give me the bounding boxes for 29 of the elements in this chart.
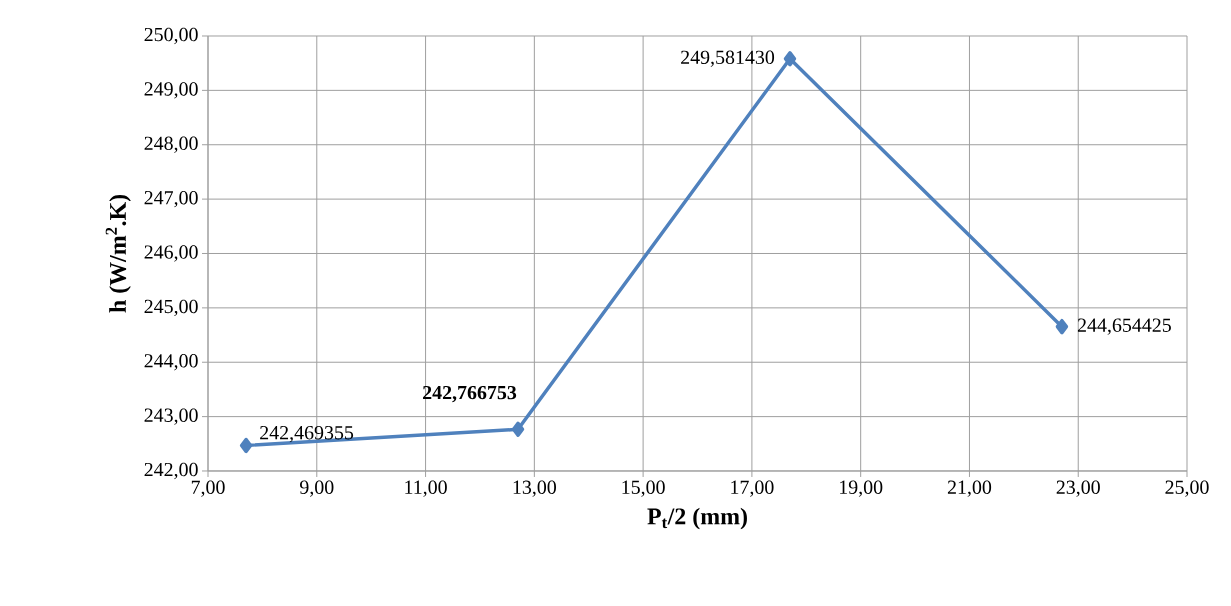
- data-label: 242,469355: [260, 426, 354, 443]
- x-tick-label: 9,00: [299, 480, 334, 497]
- point: [511, 421, 525, 438]
- y-tick-label: 244,00: [144, 354, 198, 371]
- y-tick-label: 248,00: [144, 136, 198, 153]
- point: [783, 51, 797, 67]
- x-tick-label: 25,00: [1165, 480, 1209, 497]
- x-tick-label: 23,00: [1056, 480, 1100, 497]
- x-tick-label: 21,00: [947, 480, 992, 497]
- x-axis-title: P$_{t}$/2 (mm): [647, 507, 747, 530]
- y-axis-title: h (W/m$^{2}$.K): [105, 194, 131, 313]
- y-tick-label: 245,00: [144, 299, 198, 317]
- y-tick-label: 243,00: [144, 408, 198, 425]
- y-tick-label: 250,00: [144, 27, 198, 45]
- y-tick-label: 249,00: [144, 82, 198, 99]
- x-tick-label: 7,00: [191, 480, 225, 497]
- point: [1055, 318, 1069, 335]
- y-tick-label: 246,00: [144, 245, 198, 262]
- x-tick-label: 15,00: [622, 480, 665, 497]
- x-tick-label: 11,00: [405, 480, 447, 497]
- x-tick-label: 13,00: [513, 480, 556, 497]
- y-tick-label: 247,00: [144, 190, 198, 208]
- data-label: 242,766753: [423, 385, 517, 403]
- y-tick-label: 242,00: [144, 462, 198, 480]
- x-tick-label: 19,00: [840, 480, 883, 497]
- x-tick-label: 17,00: [731, 480, 774, 497]
- data-label: 249,581430: [681, 50, 775, 67]
- data-label: 244,654425: [1077, 318, 1171, 335]
- point: [239, 437, 253, 454]
